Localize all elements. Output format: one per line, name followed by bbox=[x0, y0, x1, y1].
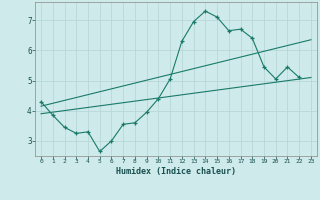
X-axis label: Humidex (Indice chaleur): Humidex (Indice chaleur) bbox=[116, 167, 236, 176]
